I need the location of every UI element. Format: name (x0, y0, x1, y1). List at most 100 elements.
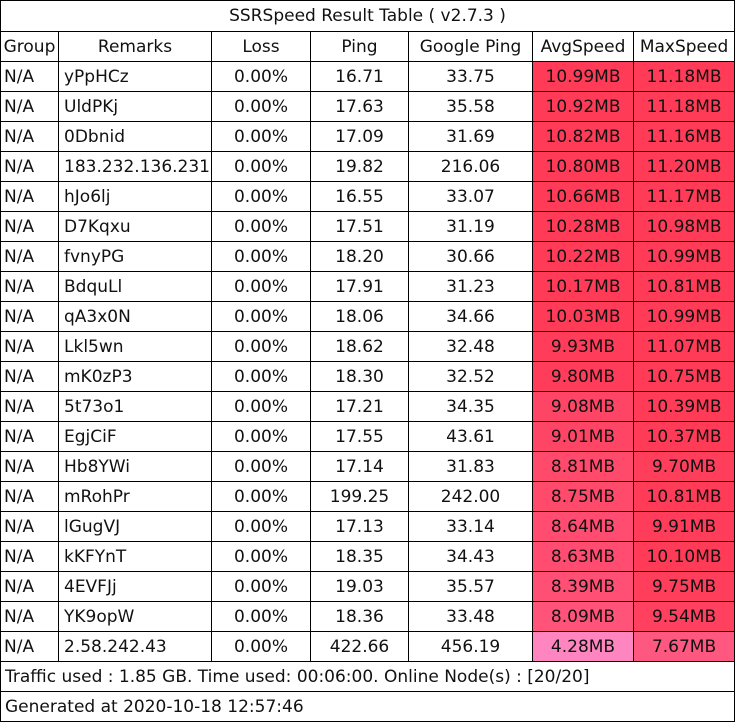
cell-avg-speed: 10.28MB (532, 211, 634, 242)
cell-remarks: fvnyPG (58, 241, 212, 272)
cell-group: N/A (0, 61, 59, 92)
cell-avg-speed: 8.75MB (532, 481, 634, 512)
cell-ping: 16.71 (310, 61, 409, 92)
table-row: N/A lGugVJ 0.00% 17.13 33.14 8.64MB 9.91MB (0, 511, 735, 542)
cell-group: N/A (0, 331, 59, 362)
cell-group: N/A (0, 241, 59, 272)
cell-group: N/A (0, 211, 59, 242)
table-row: N/A kKFYnT 0.00% 18.35 34.43 8.63MB 10.10MB (0, 541, 735, 572)
cell-ping: 17.13 (310, 511, 409, 542)
table-row: N/A 0Dbnid 0.00% 17.09 31.69 10.82MB 11.16MB (0, 121, 735, 152)
cell-google-ping: 31.69 (408, 121, 533, 152)
cell-group: N/A (0, 91, 59, 122)
cell-avg-speed: 9.93MB (532, 331, 634, 362)
cell-ping: 18.36 (310, 601, 409, 632)
cell-group: N/A (0, 451, 59, 482)
cell-remarks: yPpHCz (58, 61, 212, 92)
cell-ping: 18.35 (310, 541, 409, 572)
cell-group: N/A (0, 181, 59, 212)
table-row: N/A yPpHCz 0.00% 16.71 33.75 10.99MB 11.18MB (0, 61, 735, 92)
cell-loss: 0.00% (211, 451, 311, 482)
cell-ping: 17.91 (310, 271, 409, 302)
table-row: N/A 5t73o1 0.00% 17.21 34.35 9.08MB 10.39MB (0, 391, 735, 422)
header-google-ping: Google Ping (408, 31, 533, 62)
cell-loss: 0.00% (211, 151, 311, 182)
table-row: N/A D7Kqxu 0.00% 17.51 31.19 10.28MB 10.98MB (0, 211, 735, 242)
cell-loss: 0.00% (211, 121, 311, 152)
cell-remarks: hJo6lj (58, 181, 212, 212)
cell-group: N/A (0, 511, 59, 542)
header-loss: Loss (211, 31, 311, 62)
cell-ping: 16.55 (310, 181, 409, 212)
cell-loss: 0.00% (211, 271, 311, 302)
cell-loss: 0.00% (211, 601, 311, 632)
cell-max-speed: 11.18MB (632, 61, 735, 92)
cell-loss: 0.00% (211, 421, 311, 452)
header-row: Group Remarks Loss Ping Google Ping AvgS… (0, 31, 735, 62)
cell-google-ping: 34.35 (408, 391, 533, 422)
cell-loss: 0.00% (211, 631, 311, 662)
header-group: Group (0, 31, 59, 62)
cell-max-speed: 10.98MB (632, 211, 735, 242)
cell-group: N/A (0, 571, 59, 602)
cell-ping: 17.51 (310, 211, 409, 242)
cell-max-speed: 11.07MB (632, 331, 735, 362)
cell-max-speed: 10.99MB (632, 241, 735, 272)
table-row: N/A BdquLl 0.00% 17.91 31.23 10.17MB 10.81MB (0, 271, 735, 302)
cell-loss: 0.00% (211, 361, 311, 392)
cell-remarks: EgjCiF (58, 421, 212, 452)
cell-loss: 0.00% (211, 541, 311, 572)
cell-remarks: mRohPr (58, 481, 212, 512)
cell-avg-speed: 10.03MB (532, 301, 634, 332)
cell-group: N/A (0, 151, 59, 182)
cell-ping: 17.21 (310, 391, 409, 422)
cell-avg-speed: 10.82MB (532, 121, 634, 152)
cell-loss: 0.00% (211, 391, 311, 422)
cell-avg-speed: 10.80MB (532, 151, 634, 182)
cell-google-ping: 31.83 (408, 451, 533, 482)
table-row: N/A 4EVFJj 0.00% 19.03 35.57 8.39MB 9.75MB (0, 571, 735, 602)
cell-loss: 0.00% (211, 331, 311, 362)
cell-ping: 18.62 (310, 331, 409, 362)
cell-ping: 199.25 (310, 481, 409, 512)
cell-group: N/A (0, 391, 59, 422)
table-row: N/A 183.232.136.231 0.00% 19.82 216.06 10.80M… (0, 151, 735, 182)
cell-google-ping: 33.48 (408, 601, 533, 632)
cell-ping: 17.55 (310, 421, 409, 452)
cell-ping: 19.82 (310, 151, 409, 182)
cell-remarks: UldPKj (58, 91, 212, 122)
cell-avg-speed: 10.66MB (532, 181, 634, 212)
cell-google-ping: 31.19 (408, 211, 533, 242)
cell-ping: 18.30 (310, 361, 409, 392)
cell-remarks: 5t73o1 (58, 391, 212, 422)
cell-ping: 18.06 (310, 301, 409, 332)
cell-avg-speed: 8.39MB (532, 571, 634, 602)
cell-max-speed: 10.81MB (632, 481, 735, 512)
cell-avg-speed: 9.80MB (532, 361, 634, 392)
cell-group: N/A (0, 541, 59, 572)
table-body: N/A yPpHCz 0.00% 16.71 33.75 10.99MB 11.18MB N/… (0, 61, 735, 662)
cell-avg-speed: 4.28MB (532, 631, 634, 662)
cell-avg-speed: 8.81MB (532, 451, 634, 482)
cell-avg-speed: 9.08MB (532, 391, 634, 422)
cell-max-speed: 11.16MB (632, 121, 735, 152)
cell-google-ping: 35.57 (408, 571, 533, 602)
table-row: N/A mRohPr 0.00% 199.25 242.00 8.75MB 10.81MB (0, 481, 735, 512)
cell-group: N/A (0, 481, 59, 512)
table-row: N/A fvnyPG 0.00% 18.20 30.66 10.22MB 10.99MB (0, 241, 735, 272)
cell-group: N/A (0, 601, 59, 632)
table-row: N/A 2.58.242.43 0.00% 422.66 456.19 4.28MB 7.6… (0, 631, 735, 662)
generated-timestamp: Generated at 2020-10-18 12:57:46 (0, 691, 735, 722)
cell-google-ping: 43.61 (408, 421, 533, 452)
traffic-summary: Traffic used : 1.85 GB. Time used: 00:06… (0, 661, 735, 692)
cell-loss: 0.00% (211, 241, 311, 272)
cell-ping: 17.63 (310, 91, 409, 122)
cell-google-ping: 32.52 (408, 361, 533, 392)
cell-max-speed: 10.10MB (632, 541, 735, 572)
table-row: N/A UldPKj 0.00% 17.63 35.58 10.92MB 11.18MB (0, 91, 735, 122)
cell-max-speed: 7.67MB (632, 631, 735, 662)
cell-avg-speed: 10.17MB (532, 271, 634, 302)
cell-group: N/A (0, 631, 59, 662)
cell-max-speed: 9.70MB (632, 451, 735, 482)
